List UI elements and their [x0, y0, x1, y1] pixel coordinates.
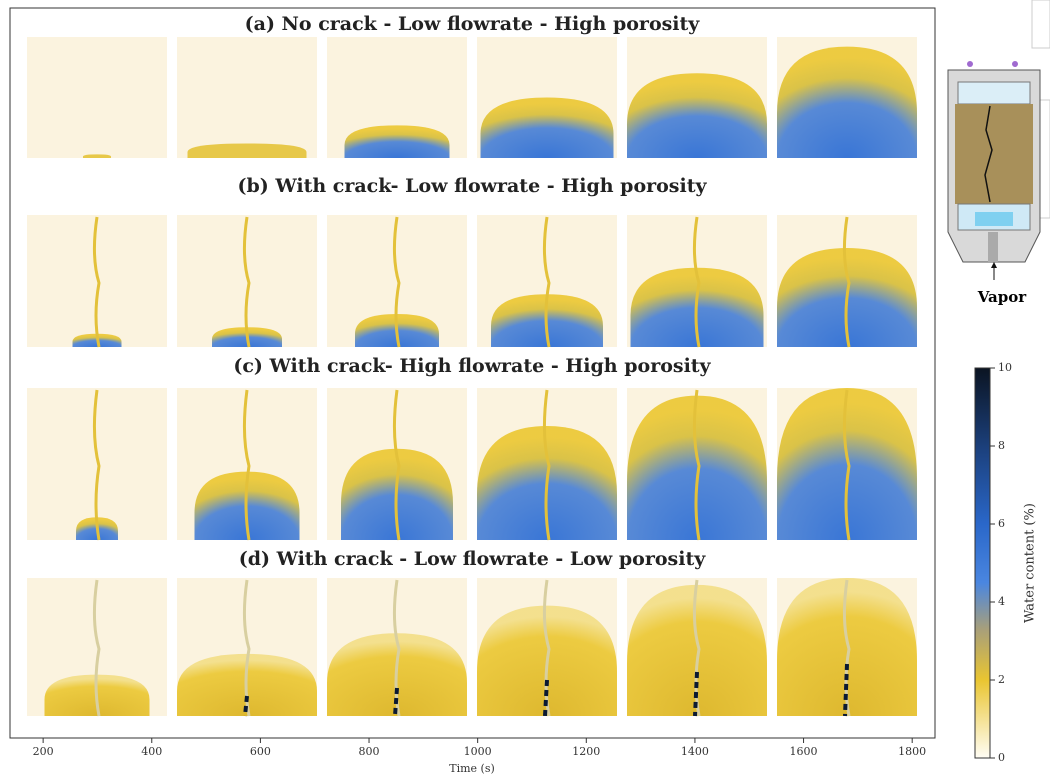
water-in-crack [693, 671, 699, 717]
axes-frame [9, 7, 936, 739]
crack [542, 389, 551, 541]
image-tile [27, 37, 167, 158]
crack [392, 389, 401, 541]
colorbar-tick-label: 0 [998, 751, 1005, 764]
moisture-front [777, 46, 917, 158]
crack [542, 579, 551, 717]
x-tick-label: 1800 [898, 745, 926, 758]
water-in-crack [243, 695, 249, 717]
colorbar-tick-label: 8 [998, 439, 1005, 452]
x-axis-label: Time (s) [449, 762, 495, 775]
crack [692, 216, 701, 348]
colorbar-label: Water content (%) [1023, 503, 1038, 623]
moisture-front [83, 154, 111, 158]
moisture-front [627, 584, 767, 716]
x-tick-label: 600 [250, 745, 271, 758]
moisture-front [480, 97, 614, 158]
panel-title: (d) With crack - Low flowrate - Low poro… [239, 548, 707, 570]
colorbar-tick-label: 2 [998, 673, 1005, 686]
panel-title: (a) No crack - Low flowrate - High poros… [245, 13, 701, 35]
image-tile [177, 37, 317, 158]
crack [842, 216, 851, 348]
water-in-crack [843, 663, 849, 717]
colorbar-tick-label: 10 [998, 361, 1012, 374]
x-tick-label: 400 [141, 745, 162, 758]
crack [392, 216, 401, 348]
x-tick-label: 200 [33, 745, 54, 758]
colorbar-tick-label: 4 [998, 595, 1005, 608]
moisture-front [627, 395, 767, 540]
moisture-front [627, 73, 767, 158]
crack [392, 579, 401, 717]
x-tick-label: 1600 [790, 745, 818, 758]
panel-title: (b) With crack- Low flowrate - High poro… [237, 175, 707, 197]
crack [692, 389, 701, 541]
colorbar [974, 367, 991, 759]
crack [842, 389, 851, 541]
crack [242, 216, 251, 348]
crack [92, 389, 101, 541]
panel-title: (c) With crack- High flowrate - High por… [233, 355, 711, 377]
x-tick-label: 800 [359, 745, 380, 758]
crack [92, 216, 101, 348]
crack [542, 216, 551, 348]
colorbar-tick-label: 6 [998, 517, 1005, 530]
moisture-front [344, 125, 450, 158]
x-tick-label: 1000 [464, 745, 492, 758]
water-in-crack [393, 687, 399, 717]
moisture-front [187, 143, 307, 158]
inset-label: Vapor [977, 288, 1027, 306]
water-in-crack [543, 679, 549, 717]
x-tick-label: 1200 [572, 745, 600, 758]
image-panels [27, 37, 917, 717]
specimen-illustration [947, 0, 1050, 280]
x-tick-label: 1400 [681, 745, 709, 758]
crack [242, 389, 251, 541]
crack [92, 579, 101, 717]
